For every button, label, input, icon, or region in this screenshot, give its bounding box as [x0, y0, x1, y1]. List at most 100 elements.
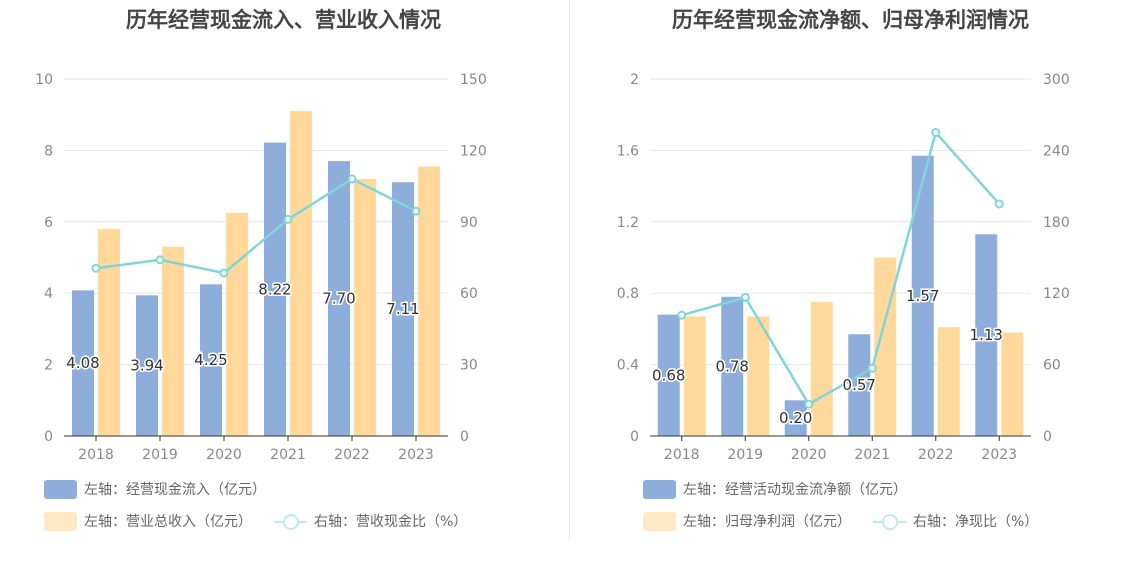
bar-net-cash-flow [657, 314, 680, 436]
ratio-line [681, 129, 1001, 406]
bar-revenue [226, 212, 248, 436]
left-chart-panel: 历年经营现金流入、营业收入情况 0 2 4 6 8 10 0 30 60 90 120 150 2018… [35, 8, 489, 531]
legend-row-1: 左轴：经营活动现金流净额（亿元） [643, 479, 929, 499]
ratio-point [91, 263, 101, 273]
legend-label-line: 右轴：营收现金比（%） [314, 514, 468, 530]
legend-swatch-line [873, 512, 906, 531]
bar-data-label: 3.94 [130, 357, 163, 375]
legend-item-bar1[interactable]: 左轴：经营现金流入（亿元） [44, 479, 266, 499]
x-axis-tick-label: 2019 [142, 447, 178, 463]
bar-cash-inflow [200, 284, 222, 436]
bar-cash-inflow [264, 142, 286, 436]
x-axis-tick-label: 2022 [334, 447, 370, 463]
chart-title: 历年经营现金流入、营业收入情况 [126, 8, 441, 32]
ratio-point [411, 206, 421, 216]
ratio-point [155, 255, 165, 265]
bar-net-profit [810, 302, 833, 436]
legend-label-bar2: 左轴：营业总收入（亿元） [84, 514, 252, 530]
bar-net-profit [683, 316, 706, 436]
bar-revenue [98, 228, 120, 436]
ratio-point [677, 310, 687, 320]
bar-cash-inflow [136, 295, 158, 436]
right-axis-tick-label: 60 [460, 286, 478, 302]
bar-data-label: 0.57 [843, 376, 876, 394]
bar-data-label: 7.70 [322, 290, 355, 308]
legend-label-line: 右轴：净现比（%） [913, 514, 1039, 530]
left-axis-tick-label: 0.4 [617, 358, 639, 374]
bar-data-label: 0.68 [652, 366, 685, 384]
right-axis-tick-label: 30 [460, 358, 478, 374]
legend-row-2: 左轴：归母净利润（亿元） 右轴：净现比（%） [643, 511, 1060, 531]
ratio-point [740, 292, 750, 302]
right-chart-plot: 0 0.4 0.8 1.2 1.6 2 0 60 120 180 240 300 2018 2019 202… [617, 72, 1070, 463]
x-axis-tick-label: 2018 [664, 447, 700, 463]
x-axis-tick-label: 2018 [78, 447, 114, 463]
legend-label-bar1: 左轴：经营现金流入（亿元） [84, 482, 266, 498]
bar-net-profit [937, 327, 960, 436]
x-axis-tick-label: 2020 [791, 447, 827, 463]
legend-item-bar2[interactable]: 左轴：归母净利润（亿元） [643, 511, 851, 531]
bar-cash-inflow [72, 290, 94, 436]
left-axis-tick-label: 10 [35, 72, 53, 88]
legend-item-line[interactable]: 右轴：净现比（%） [873, 511, 1038, 531]
bar-data-label: 0.78 [716, 357, 749, 375]
ratio-point [283, 214, 293, 224]
bar-data-label: 1.57 [906, 287, 939, 305]
bar-revenue [290, 111, 312, 436]
legend-item-bar2[interactable]: 左轴：营业总收入（亿元） [44, 511, 252, 531]
right-axis-tick-label: 300 [1043, 72, 1070, 88]
bar-revenue [162, 246, 184, 436]
left-axis-tick-label: 0.8 [617, 286, 639, 302]
right-chart-panel: 历年经营现金流净额、归母净利润情况 0 0.4 0.8 1.2 1.6 2 0 60 120 18… [567, 0, 1134, 582]
legend-item-bar1[interactable]: 左轴：经营活动现金流净额（亿元） [643, 479, 907, 499]
legend-label-bar1: 左轴：经营活动现金流净额（亿元） [683, 482, 907, 498]
left-axis-tick-label: 2 [44, 358, 53, 374]
ratio-line [95, 177, 417, 275]
bar-data-label: 4.08 [66, 354, 99, 372]
legend-row-1: 左轴：经营现金流入（亿元） [44, 479, 288, 499]
left-axis-tick-label: 1.2 [617, 215, 639, 231]
legend-label-bar2: 左轴：归母净利润（亿元） [683, 514, 851, 530]
right-axis-tick-label: 150 [460, 72, 487, 88]
bar-data-label: 1.13 [970, 326, 1003, 344]
right-axis-tick-label: 0 [460, 429, 469, 445]
panel-divider [569, 0, 570, 540]
bar-net-cash-flow [848, 334, 871, 436]
left-axis-tick-label: 8 [44, 143, 53, 159]
x-axis-tick-label: 2021 [270, 447, 306, 463]
right-axis-tick-label: 120 [1043, 286, 1070, 302]
right-axis-tick-label: 180 [1043, 215, 1070, 231]
chart-title: 历年经营现金流净额、归母净利润情况 [672, 8, 1029, 32]
left-axis-tick-label: 0 [630, 429, 639, 445]
bar-net-cash-flow [911, 155, 934, 436]
ratio-point [347, 174, 357, 184]
bar-data-label: 7.11 [386, 300, 419, 318]
bar-net-profit [747, 316, 770, 436]
legend-swatch-bar2 [643, 511, 676, 531]
x-axis-tick-label: 2023 [398, 447, 434, 463]
ratio-point [994, 199, 1004, 209]
left-axis-tick-label: 1.6 [617, 143, 639, 159]
x-axis-tick-label: 2022 [918, 447, 954, 463]
x-axis-tick-label: 2019 [727, 447, 763, 463]
right-axis-tick-label: 0 [1043, 429, 1052, 445]
bar-cash-inflow [392, 182, 414, 436]
right-axis-tick-label: 240 [1043, 143, 1070, 159]
x-axis-tick-label: 2020 [206, 447, 242, 463]
legend-item-line[interactable]: 右轴：营收现金比（%） [274, 511, 467, 531]
bar-net-cash-flow [784, 400, 807, 436]
bar-data-label: 0.20 [779, 409, 812, 427]
legend-row-2: 左轴：营业总收入（亿元） 右轴：营收现金比（%） [44, 511, 489, 531]
right-axis-tick-label: 120 [460, 143, 487, 159]
ratio-point [867, 363, 877, 373]
legend-swatch-bar1 [643, 479, 676, 499]
bar-net-cash-flow [721, 296, 744, 436]
bar-net-cash-flow [975, 234, 998, 436]
ratio-point [219, 268, 229, 278]
left-chart-plot: 0 2 4 6 8 10 0 30 60 90 120 150 2018 2019 2020 2021 2022… [35, 72, 487, 463]
left-axis-tick-label: 2 [630, 72, 639, 88]
right-axis-tick-label: 90 [460, 215, 478, 231]
bar-data-label: 8.22 [258, 280, 291, 298]
bar-net-profit [1001, 332, 1024, 436]
left-axis-tick-label: 6 [44, 215, 53, 231]
